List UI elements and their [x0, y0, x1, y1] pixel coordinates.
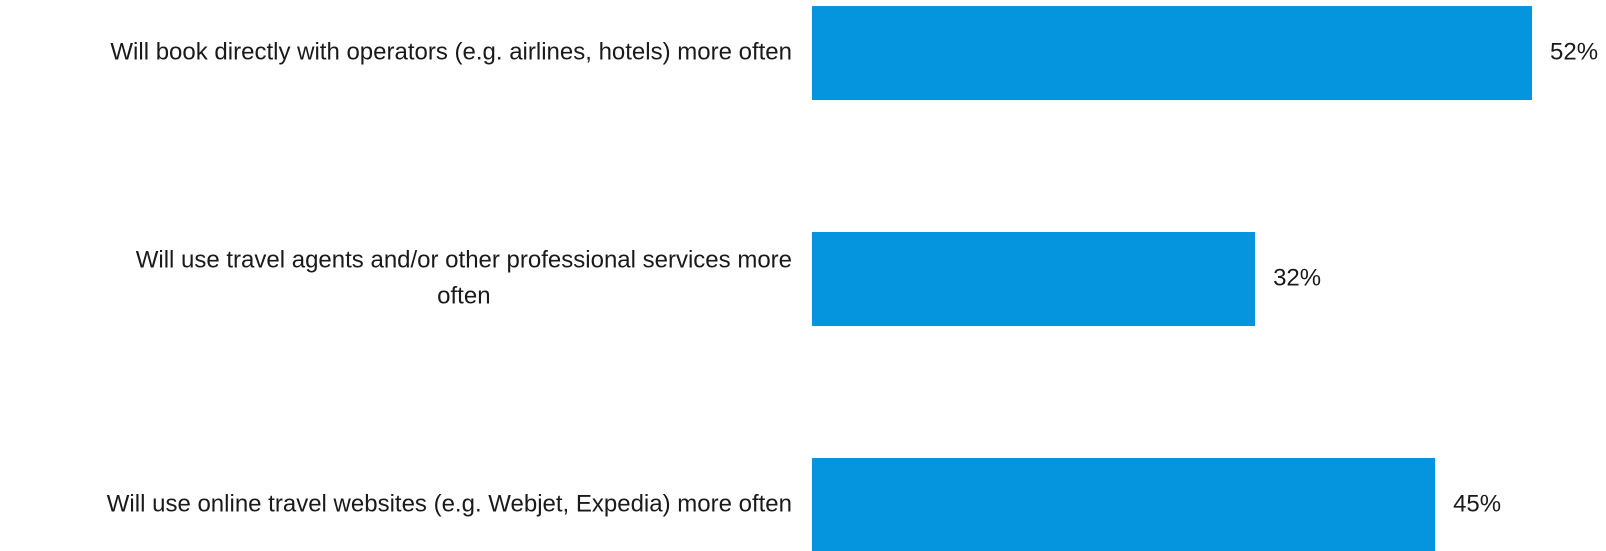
- value-label-1: 52%: [1550, 38, 1598, 65]
- category-label-3-line-1: Will use online travel websites (e.g. We…: [107, 490, 792, 517]
- category-label-2: Will use travel agents and/or other prof…: [136, 246, 792, 309]
- value-label-3: 45%: [1453, 490, 1501, 517]
- bar-1: [812, 6, 1532, 100]
- bar-2: [812, 232, 1256, 326]
- category-label-3: Will use online travel websites (e.g. We…: [107, 490, 792, 517]
- category-label-1-line-1: Will book directly with operators (e.g. …: [110, 38, 792, 65]
- category-label-2-line-2: often: [437, 282, 490, 309]
- category-label-2-line-1: Will use travel agents and/or other prof…: [136, 246, 792, 273]
- category-label-1: Will book directly with operators (e.g. …: [110, 38, 792, 65]
- bar-3: [812, 458, 1436, 551]
- value-label-2: 32%: [1273, 264, 1321, 291]
